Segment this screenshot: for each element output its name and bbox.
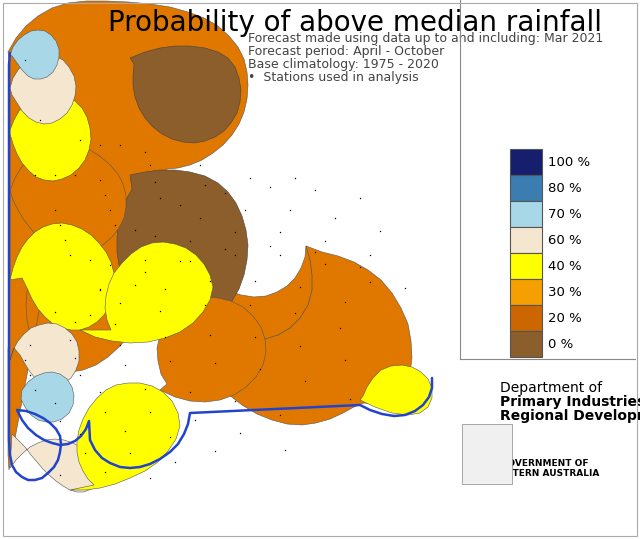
Polygon shape bbox=[10, 30, 59, 79]
Text: Regional Development: Regional Development bbox=[500, 409, 640, 423]
Polygon shape bbox=[10, 144, 126, 253]
Text: 20 %: 20 % bbox=[548, 312, 582, 324]
Polygon shape bbox=[10, 323, 79, 386]
Text: Forecast made using data up to and including: Mar 2021: Forecast made using data up to and inclu… bbox=[248, 32, 604, 45]
Polygon shape bbox=[8, 1, 412, 470]
Text: Probability of above median rainfall: Probability of above median rainfall bbox=[108, 9, 602, 37]
Text: 80 %: 80 % bbox=[548, 182, 582, 195]
Bar bbox=[462, 424, 512, 484]
Bar bbox=[510, 227, 542, 253]
Bar bbox=[510, 331, 542, 357]
Bar bbox=[510, 279, 542, 305]
Polygon shape bbox=[360, 365, 432, 415]
Text: 60 %: 60 % bbox=[548, 233, 582, 246]
Text: 100 %: 100 % bbox=[548, 155, 590, 169]
Bar bbox=[510, 201, 542, 227]
Polygon shape bbox=[130, 46, 241, 143]
Polygon shape bbox=[70, 383, 180, 490]
Polygon shape bbox=[10, 92, 91, 181]
Text: 30 %: 30 % bbox=[548, 286, 582, 299]
Text: 0 %: 0 % bbox=[548, 337, 573, 350]
Text: •  Stations used in analysis: • Stations used in analysis bbox=[248, 71, 419, 84]
Polygon shape bbox=[21, 372, 74, 422]
Bar bbox=[510, 253, 542, 279]
Text: Base climatology: 1975 - 2020: Base climatology: 1975 - 2020 bbox=[248, 58, 439, 71]
Bar bbox=[510, 175, 542, 201]
Bar bbox=[510, 305, 542, 331]
Text: Forecast period: April - October: Forecast period: April - October bbox=[248, 45, 444, 58]
Text: Primary Industries and: Primary Industries and bbox=[500, 395, 640, 409]
Polygon shape bbox=[117, 170, 248, 330]
Text: GOVERNMENT OF
WESTERN AUSTRALIA: GOVERNMENT OF WESTERN AUSTRALIA bbox=[490, 459, 600, 479]
Text: Department of: Department of bbox=[500, 381, 602, 395]
Polygon shape bbox=[80, 242, 213, 343]
Polygon shape bbox=[157, 297, 266, 402]
Polygon shape bbox=[10, 223, 115, 330]
Text: 40 %: 40 % bbox=[548, 259, 582, 273]
Polygon shape bbox=[10, 434, 100, 492]
Polygon shape bbox=[10, 54, 76, 124]
Bar bbox=[510, 149, 542, 175]
Text: 70 %: 70 % bbox=[548, 208, 582, 220]
